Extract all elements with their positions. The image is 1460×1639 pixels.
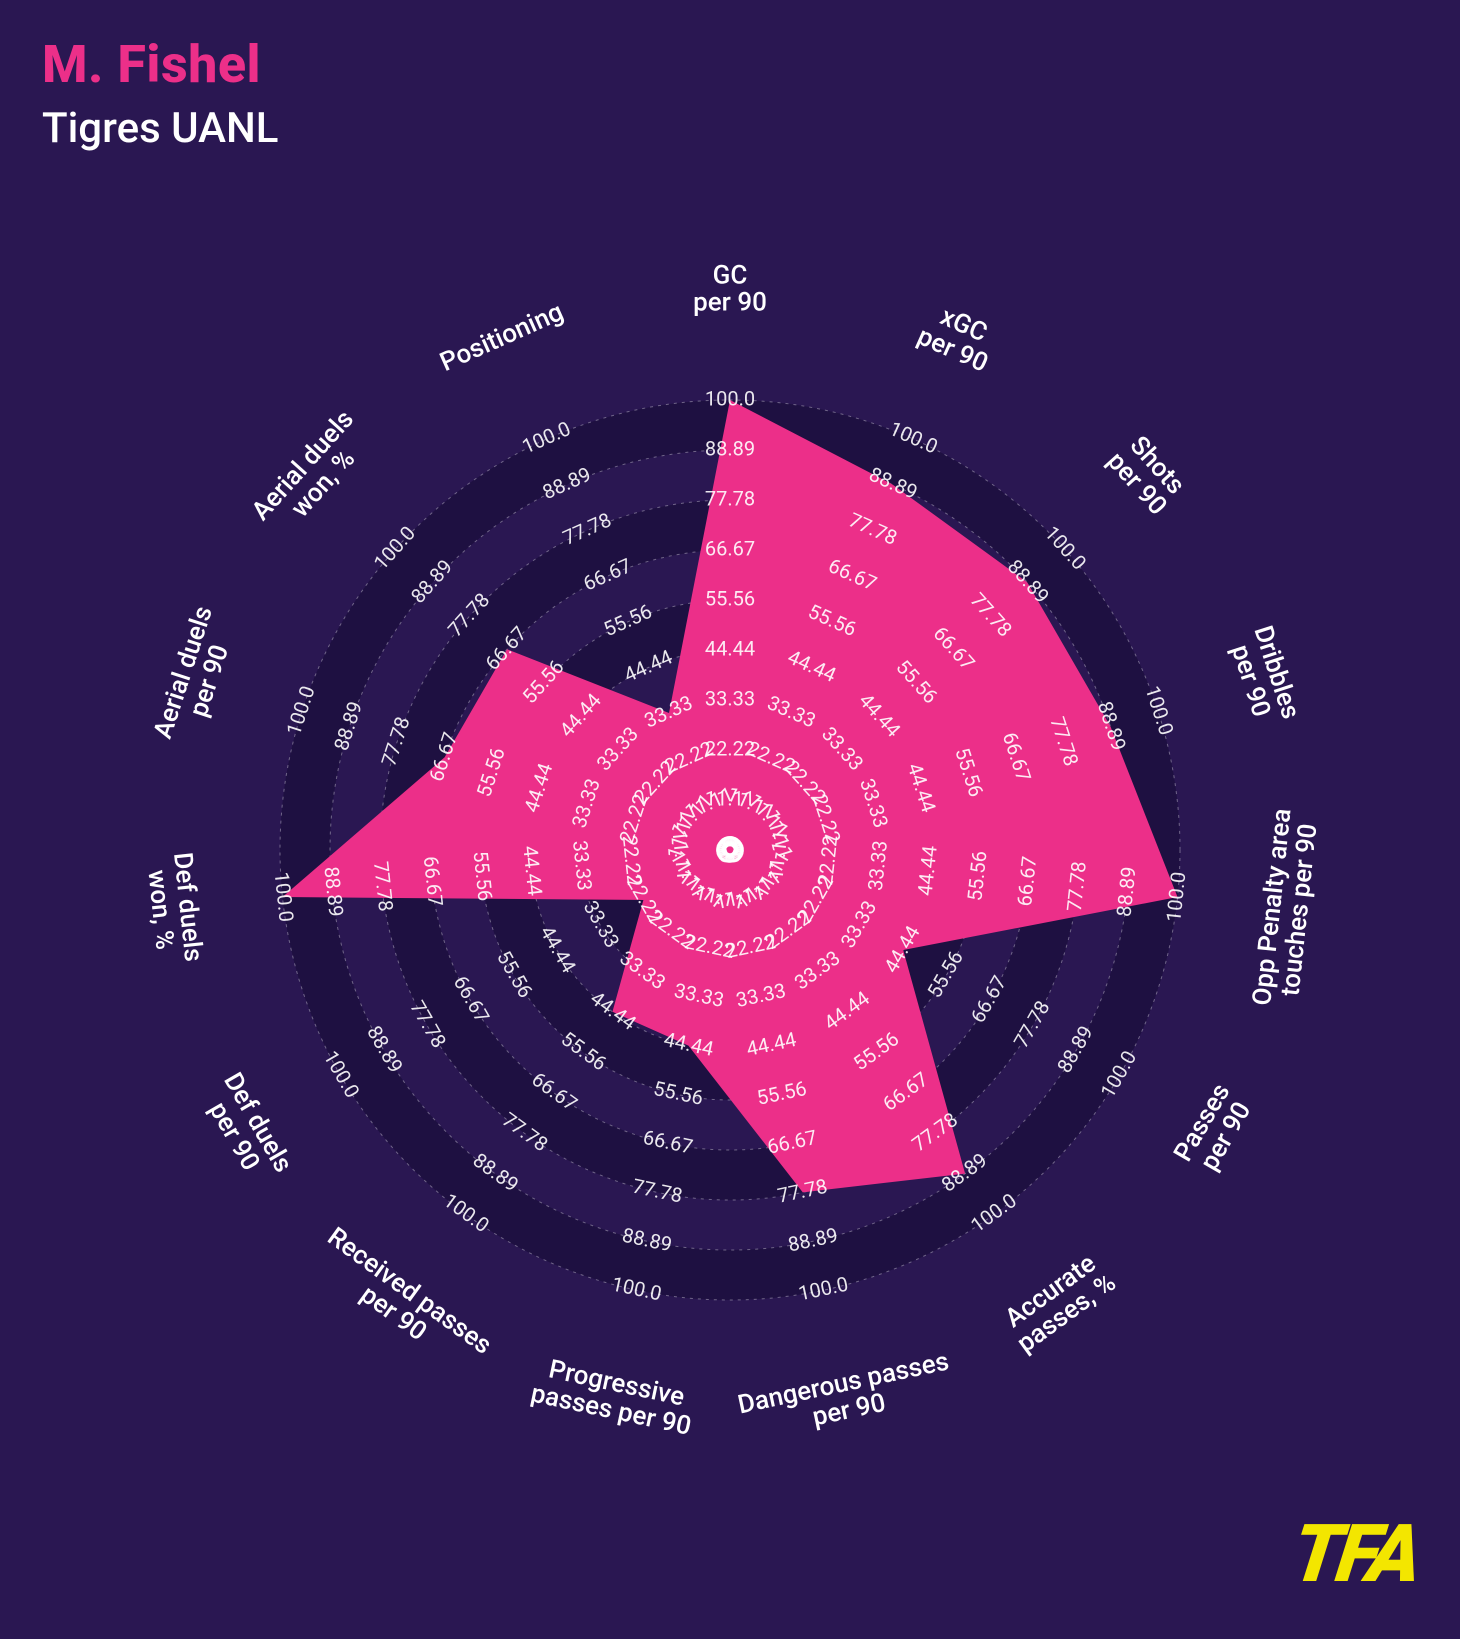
axis-label: Progressivepasses per 90 — [528, 1352, 699, 1442]
axis-label: Aerial duelswon, % — [246, 404, 380, 544]
axis-label: Accuratepasses, % — [995, 1245, 1121, 1358]
axis-label: xGCper 90 — [913, 296, 1004, 378]
radar-chart: 0.011.1122.2233.3344.4455.5666.6777.7888… — [0, 170, 1460, 1570]
tick-label: 55.56 — [705, 586, 755, 610]
axis-label: Opp Penalty areatouches per 90 — [1247, 807, 1325, 1010]
tick-label: 44.44 — [705, 636, 755, 660]
player-name: M. Fishel — [42, 34, 261, 95]
chart-card: M. Fishel Tigres UANL 0.011.1122.2233.33… — [0, 0, 1460, 1639]
axis-label: GCper 90 — [693, 260, 767, 317]
tick-label: 100.0 — [705, 386, 755, 410]
axis-label: Positioning — [436, 297, 568, 378]
axis-label: Def duelsper 90 — [194, 1068, 298, 1192]
axis-label: Def duelswon, % — [140, 851, 208, 966]
axis-label: Shotsper 90 — [1101, 428, 1193, 521]
team-name: Tigres UANL — [42, 104, 278, 153]
brand-logo: TFA — [1287, 1507, 1425, 1601]
tick-label: 66.67 — [705, 536, 755, 560]
tick-label: 100.0 — [270, 871, 299, 923]
axis-label: Dangerous passesper 90 — [735, 1346, 957, 1447]
axis-label: Dribblesper 90 — [1222, 622, 1306, 731]
tick-label: 77.78 — [705, 486, 755, 510]
tick-label: 88.89 — [705, 436, 755, 460]
tick-label: 33.33 — [705, 686, 755, 710]
axis-label: Aerial duelsper 90 — [148, 603, 245, 751]
axis-label: Passesper 90 — [1168, 1079, 1260, 1181]
axis-label: Received passesper 90 — [306, 1222, 497, 1383]
tick-label: 100.0 — [1161, 871, 1190, 923]
